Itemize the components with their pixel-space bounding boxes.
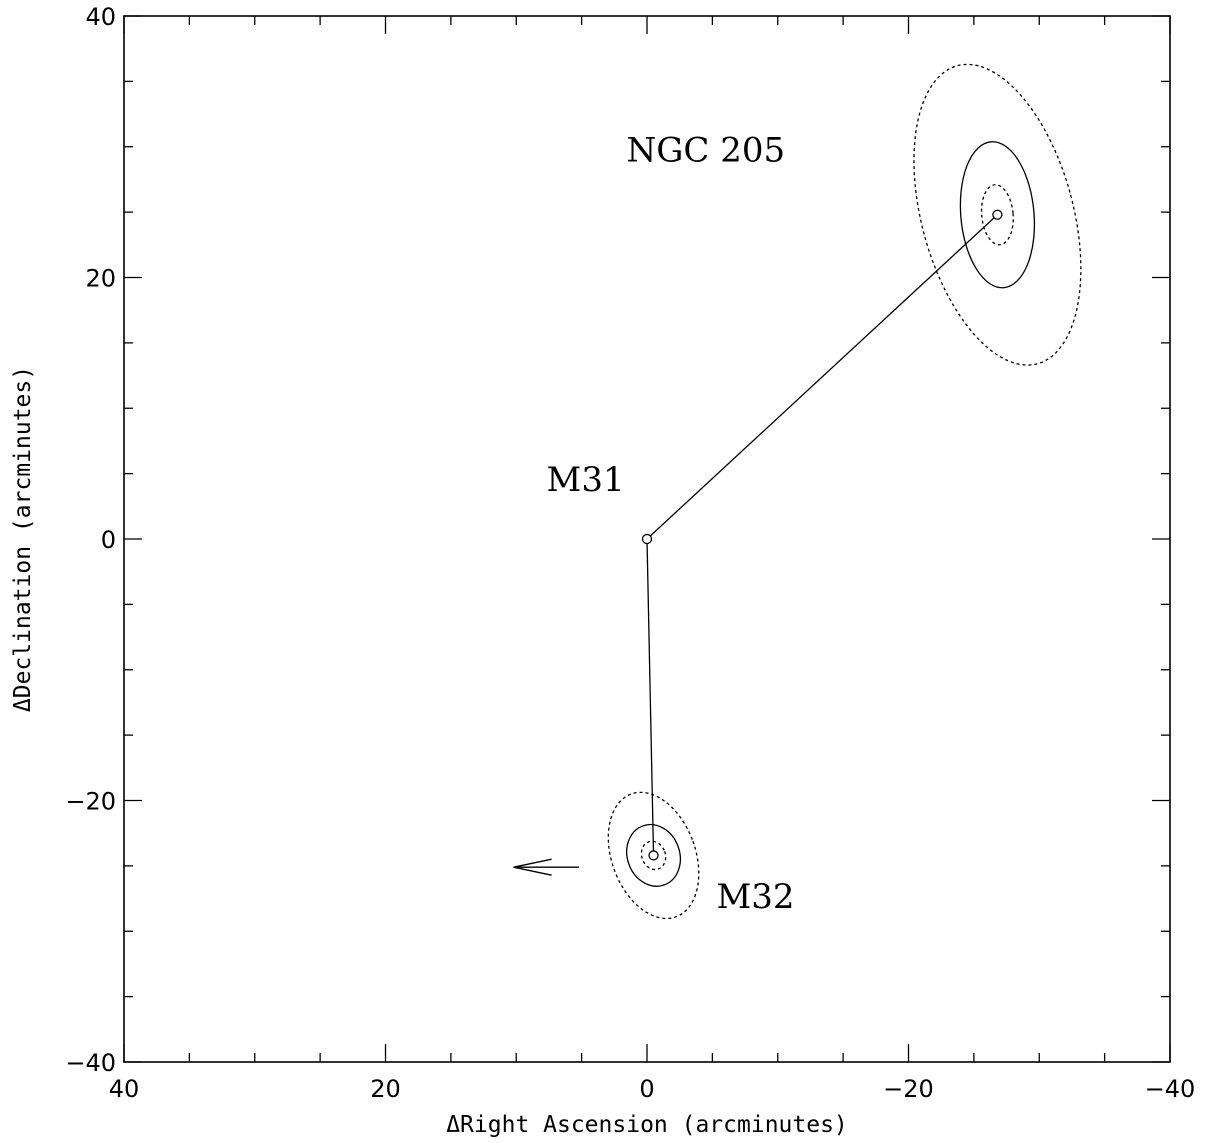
y-tick-label: −20 [65,788,116,816]
isophote-dotted-m32 [640,840,667,871]
axis-ticks [123,15,1171,1063]
x-tick-label: −20 [883,1075,934,1103]
galaxy-marker-ngc-205 [992,209,1003,220]
chart-annotations: NGC 205 M32 M31 [547,130,795,917]
isophote-solid-ngc-205 [959,141,1036,289]
galaxy-label-m32: M32 [716,877,794,917]
connector-line-ngc-205 [646,214,998,540]
x-axis-label: ΔRight Ascension (arcminutes) [446,1112,848,1138]
galaxy-label-m31: M31 [547,460,625,500]
x-tick-label: −40 [1145,1075,1196,1103]
isophote-dotted-ngc-205 [980,184,1014,246]
y-tick-label: 40 [85,3,116,31]
x-tick-label: 0 [639,1075,654,1103]
isophote-solid-m32 [626,823,682,887]
y-axis-label: ΔDeclination (arcminutes) [10,366,36,712]
chart-marks [513,63,1082,920]
x-tick-label: 40 [109,1075,140,1103]
galaxy-label-ngc-205: NGC 205 [627,130,786,170]
direction-arrow-head [513,858,552,876]
galaxy-marker-m31 [641,533,653,545]
y-tick-label: 20 [85,265,116,293]
x-tick-label: 20 [370,1075,401,1103]
y-tick-label: 0 [101,526,116,554]
y-tick-label: −40 [65,1049,116,1077]
connector-line-m32 [646,538,655,856]
axis-tick-labels: 40 20 0 −20 −40 −40 −20 0 20 40 [65,3,1195,1103]
galaxy-marker-m32 [648,850,659,861]
isophote-dotted-m32 [607,791,700,920]
